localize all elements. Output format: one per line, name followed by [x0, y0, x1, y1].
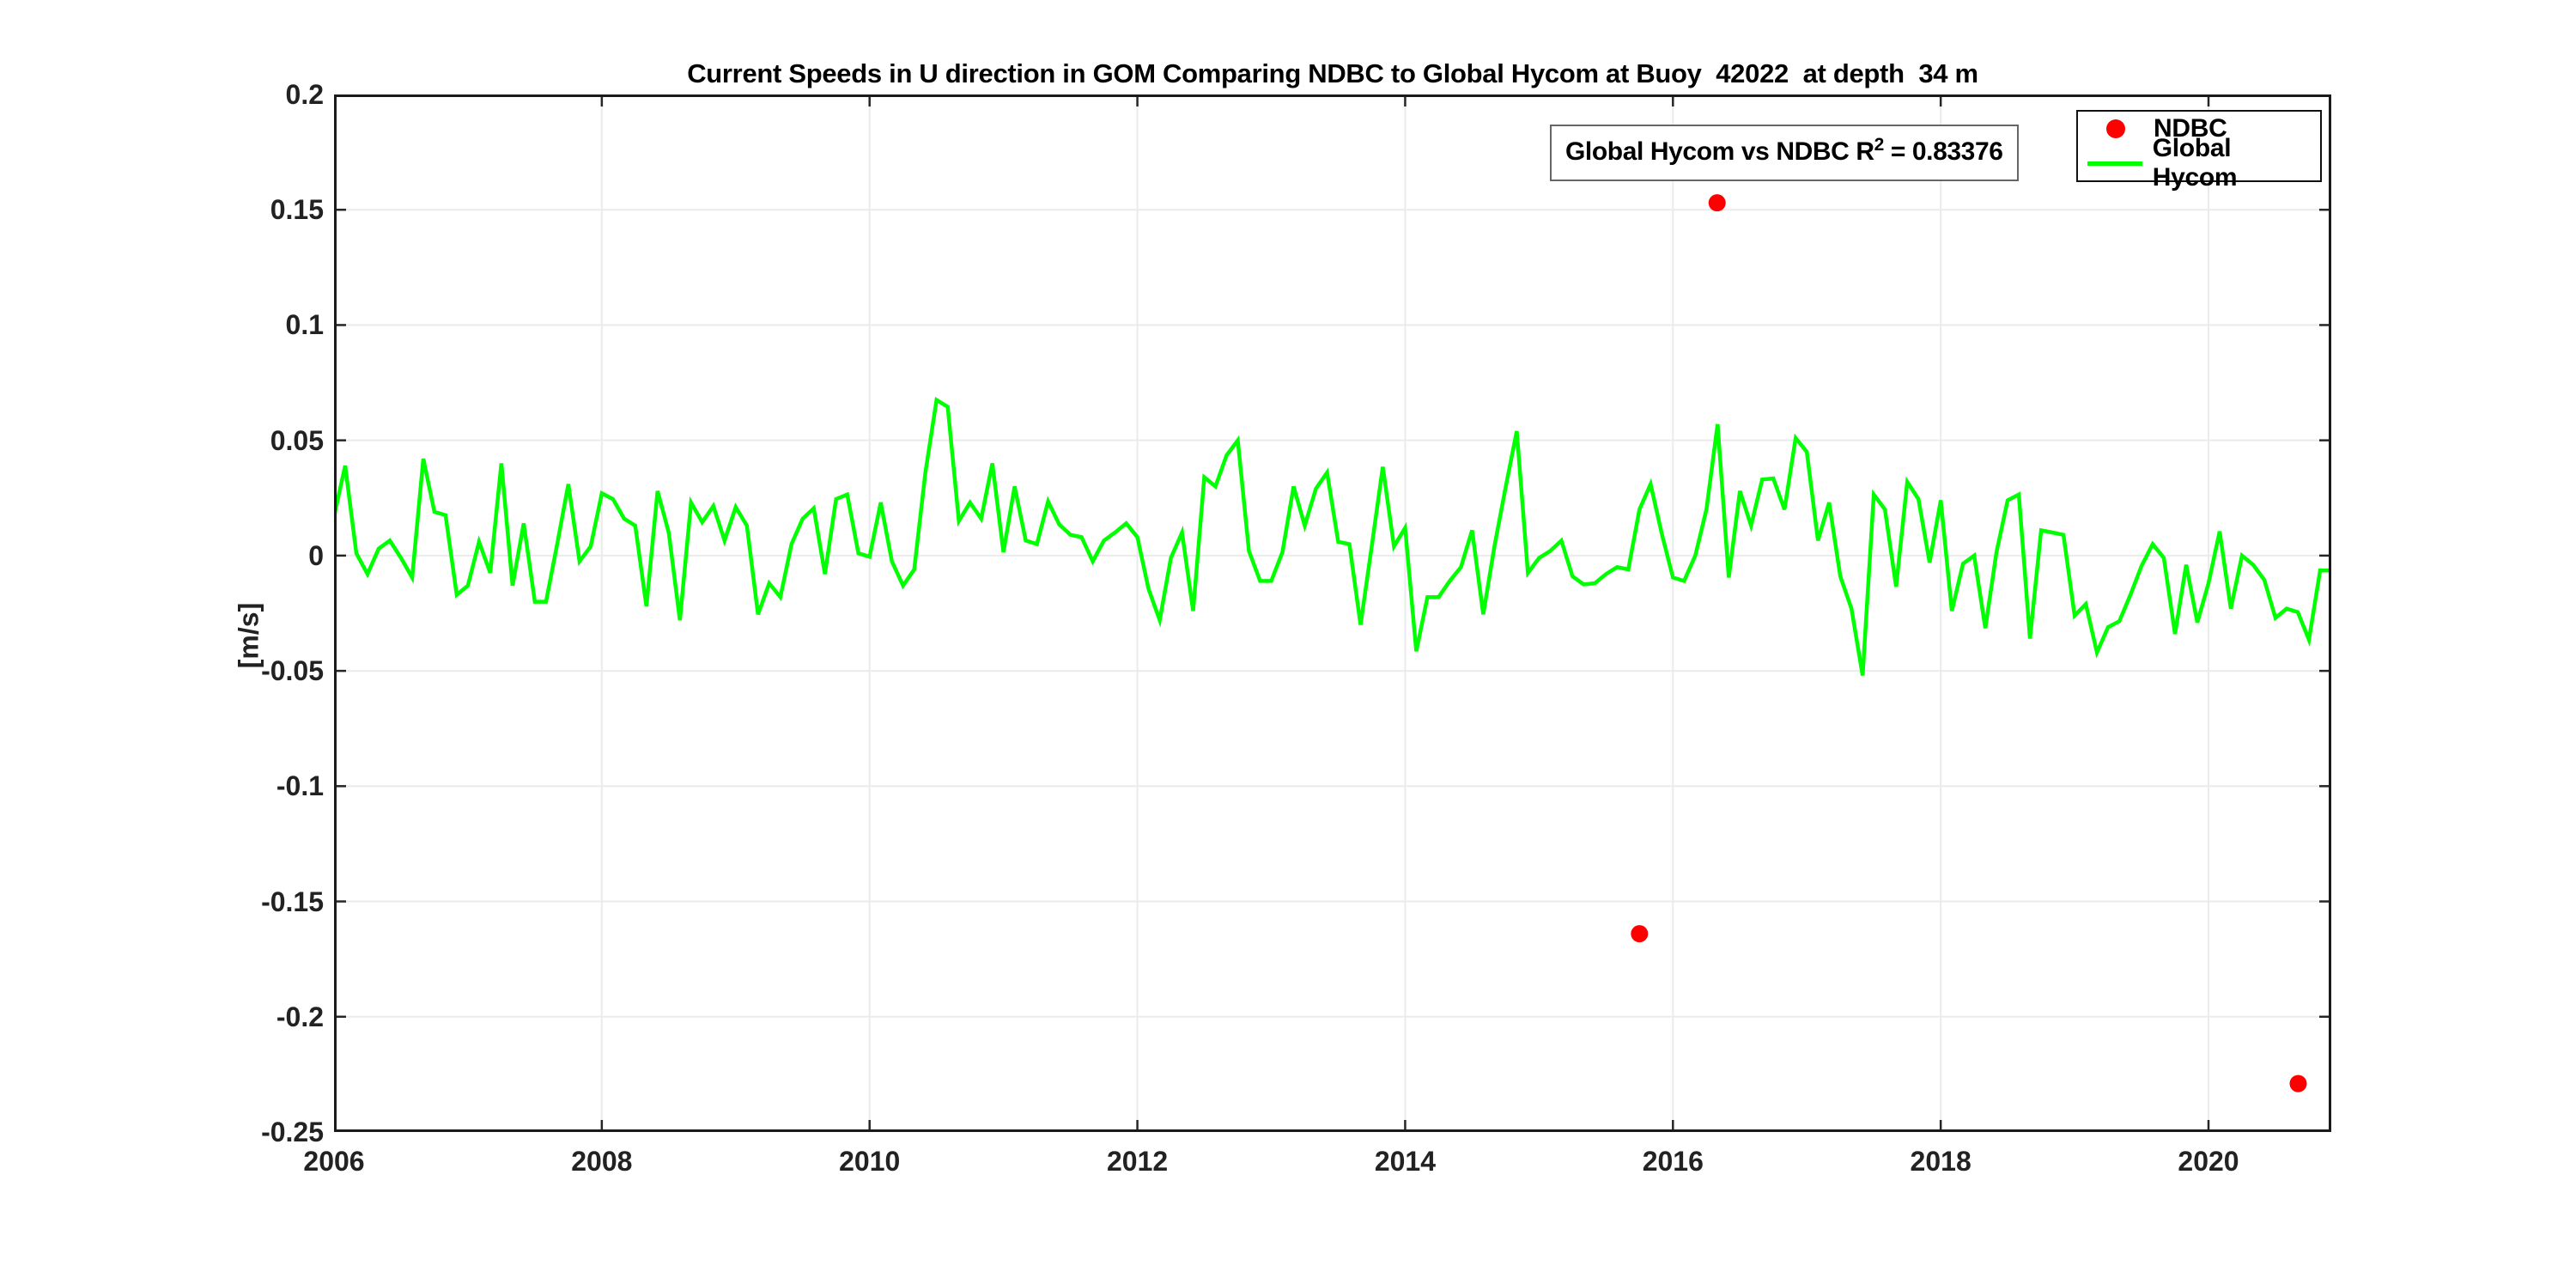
y-tick-label: 0	[308, 539, 324, 571]
legend-marker-cell	[2078, 161, 2153, 166]
legend-label-global-hycom: Global Hycom	[2152, 134, 2238, 192]
y-tick-label: -0.05	[261, 655, 324, 687]
ndbc-data-point	[1631, 925, 1649, 943]
y-tick-label: -0.15	[261, 886, 324, 917]
legend-label-ndbc: NDBC	[2154, 114, 2227, 143]
x-tick-label: 2008	[571, 1146, 633, 1177]
r-squared-annotation: Global Hycom vs NDBC R2 = 0.83376	[1550, 125, 2019, 181]
x-tick-label: 2020	[2178, 1146, 2239, 1177]
ndbc-data-point	[1708, 194, 1726, 212]
legend-item-ndbc: NDBC	[2078, 112, 2320, 146]
hycom-line-series	[334, 397, 2331, 676]
y-tick-label: -0.1	[276, 770, 324, 802]
x-tick-label: 2018	[1910, 1146, 1971, 1177]
plot-title: Current Speeds in U direction in GOM Com…	[687, 58, 1978, 88]
legend: NDBC Global Hycom	[2076, 110, 2322, 192]
y-axis-label: [m/s]	[233, 602, 264, 669]
x-tick-label: 2006	[303, 1146, 365, 1177]
ndbc-data-point	[2289, 1074, 2307, 1092]
x-tick-label: 2012	[1106, 1146, 1169, 1177]
legend-item-global-hycom: Global Hycom	[2078, 134, 2320, 192]
r-squared-text: Global Hycom vs NDBC R	[1565, 137, 1874, 166]
r-squared-superscript: 2	[1874, 135, 1885, 155]
y-tick-label: 0.05	[270, 424, 324, 456]
r-squared-value: = 0.83376	[1883, 137, 2003, 166]
legend-marker-cell	[2078, 119, 2154, 138]
y-tick-label: 0.1	[285, 309, 324, 341]
y-tick-label: -0.25	[261, 1117, 324, 1147]
hycom-line-icon	[2087, 161, 2143, 166]
ndbc-dot-icon	[2106, 119, 2125, 138]
axes-box	[334, 94, 2331, 1132]
plot-area	[334, 94, 2331, 1132]
y-tick-label: -0.2	[276, 1001, 324, 1032]
x-tick-label: 2010	[839, 1146, 901, 1177]
y-tick-label: 0.2	[285, 79, 324, 110]
x-tick-label: 2014	[1374, 1146, 1437, 1177]
y-tick-label: 0.15	[270, 194, 324, 226]
x-tick-label: 2016	[1642, 1146, 1704, 1177]
